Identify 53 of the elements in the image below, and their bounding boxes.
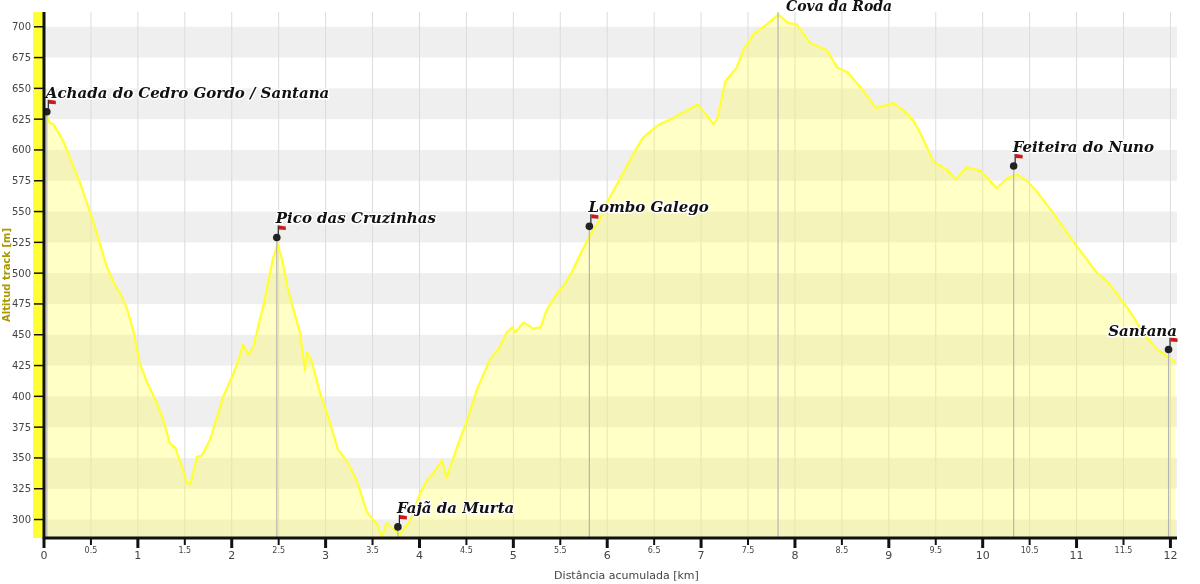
x-tick-label: 10.5: [1020, 546, 1039, 555]
y-tick-label: 300: [11, 514, 31, 526]
x-tick-label: 6: [603, 549, 611, 562]
y-tick-label: 700: [11, 21, 31, 33]
y-tick-label: 500: [11, 267, 31, 279]
y-tick-label: 475: [11, 298, 31, 310]
y-tick-label: 600: [11, 144, 31, 156]
x-tick-label: 2.5: [272, 546, 286, 555]
y-tick-label: 650: [11, 82, 31, 94]
x-tick-label: 1: [134, 549, 142, 562]
y-tick-label: 625: [11, 113, 31, 125]
x-tick-label: 7: [697, 549, 705, 562]
point: [273, 233, 281, 242]
x-tick-label: 7.5: [741, 546, 755, 555]
x-tick-label: 8.5: [835, 546, 849, 555]
x-tick-label: 6.5: [647, 546, 661, 555]
x-tick-label: 5.5: [553, 546, 567, 555]
ref-line-label: Cova da Roda: [786, 0, 893, 14]
x-tick-label: 1.5: [178, 546, 192, 555]
x-tick-label: 3.5: [366, 546, 379, 555]
annotation: Achada do Cedro Gordo / Santana: [43, 83, 330, 102]
point: [585, 222, 594, 231]
y-tick-label: 550: [11, 206, 31, 218]
x-tick-label: 4: [415, 549, 423, 562]
x-tick-label: 11: [1069, 549, 1084, 562]
point: [1009, 162, 1018, 170]
x-tick-label: 3: [322, 549, 330, 562]
x-tick-label: 9: [885, 549, 893, 562]
x-tick-label: 5: [509, 549, 517, 562]
y-tick-label: 575: [11, 175, 31, 187]
y-tick-label: 400: [11, 390, 31, 402]
y-tick-label: 425: [11, 360, 31, 372]
x-tick-label: 9.5: [929, 546, 943, 555]
x-tick-label: 8: [791, 549, 799, 562]
x-tick-label: 2: [228, 549, 236, 562]
y-tick-label: 350: [11, 452, 31, 464]
y-tick-label: 375: [11, 421, 31, 433]
point: [1164, 345, 1173, 354]
annotation: Feiteira do Nuno: [1011, 137, 1154, 156]
y-tick-label: 450: [11, 329, 31, 341]
x-tick-label: 0.5: [84, 546, 98, 555]
x-tick-label: 10: [975, 549, 990, 562]
x-tick-label: 0: [40, 549, 48, 562]
point: [394, 523, 402, 531]
y-tick-label: 325: [11, 483, 31, 495]
y-axis-title: Altitud track [m]: [1, 228, 12, 322]
x-tick-label: 4.5: [460, 546, 473, 555]
x-tick-label: 11.5: [1114, 546, 1133, 555]
x-tick-label: 12: [1163, 549, 1178, 562]
annotation: Pico das Cruzinhas: [274, 209, 437, 228]
x-axis-title: Distância acumulada [km]: [554, 569, 699, 582]
y-tick-label: 675: [11, 52, 31, 64]
y-tick-label: 525: [11, 236, 31, 248]
